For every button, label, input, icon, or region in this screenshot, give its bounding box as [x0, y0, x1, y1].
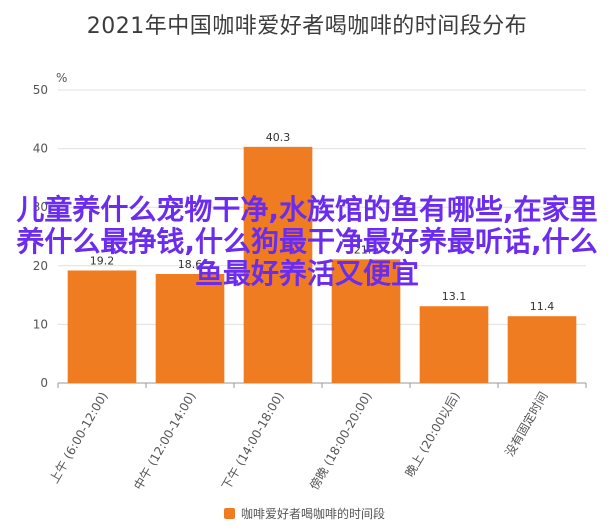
- bar-value-label: 19.2: [90, 254, 115, 267]
- legend: 咖啡爱好者喝咖啡的时间段: [224, 506, 385, 521]
- bar: [67, 270, 137, 383]
- y-tick-label: 50: [33, 83, 48, 97]
- legend-swatch: [224, 508, 235, 519]
- x-tick-label: 没有固定时间: [502, 389, 551, 459]
- y-unit-label: %: [56, 71, 67, 85]
- bar-value-label: 40.3: [266, 131, 291, 144]
- x-tick-label: 晚上 (20:00以后): [403, 390, 463, 480]
- bar-value-label: 11.4: [530, 300, 555, 313]
- x-tick-label: 上午 (6:00-12:00): [47, 390, 111, 486]
- y-tick-label: 0: [40, 376, 48, 390]
- legend-label: 咖啡爱好者喝咖啡的时间段: [241, 506, 385, 521]
- y-tick-label: 30: [33, 200, 48, 214]
- bars: [67, 146, 577, 383]
- overlay-caption: 儿童养什么宠物干净,水族馆的鱼有哪些,在家里养什么最挣钱,什么狗最干净最好养最听…: [16, 193, 598, 290]
- bar: [243, 146, 313, 383]
- bar: [507, 316, 577, 383]
- bar-value-label: 21.1: [354, 243, 379, 256]
- axes: [57, 383, 587, 388]
- y-tick-label: 40: [33, 142, 48, 156]
- x-tick-label: 中午 (12:00-14:00): [130, 389, 198, 492]
- bar: [155, 274, 225, 383]
- bar: [419, 306, 489, 383]
- x-tick-label: 下午 (14:00-18:00): [219, 390, 286, 493]
- bar-value-label: 13.1: [442, 290, 467, 303]
- bar: [331, 259, 401, 383]
- x-tick-label: 傍晚 (18:00-20:00): [306, 389, 374, 492]
- y-tick-label: 10: [33, 317, 48, 331]
- chart-title: 2021年中国咖啡爱好者喝咖啡的时间段分布: [86, 14, 528, 39]
- y-tick-label: 20: [33, 259, 48, 273]
- bar-value-label: 18.6: [178, 258, 203, 271]
